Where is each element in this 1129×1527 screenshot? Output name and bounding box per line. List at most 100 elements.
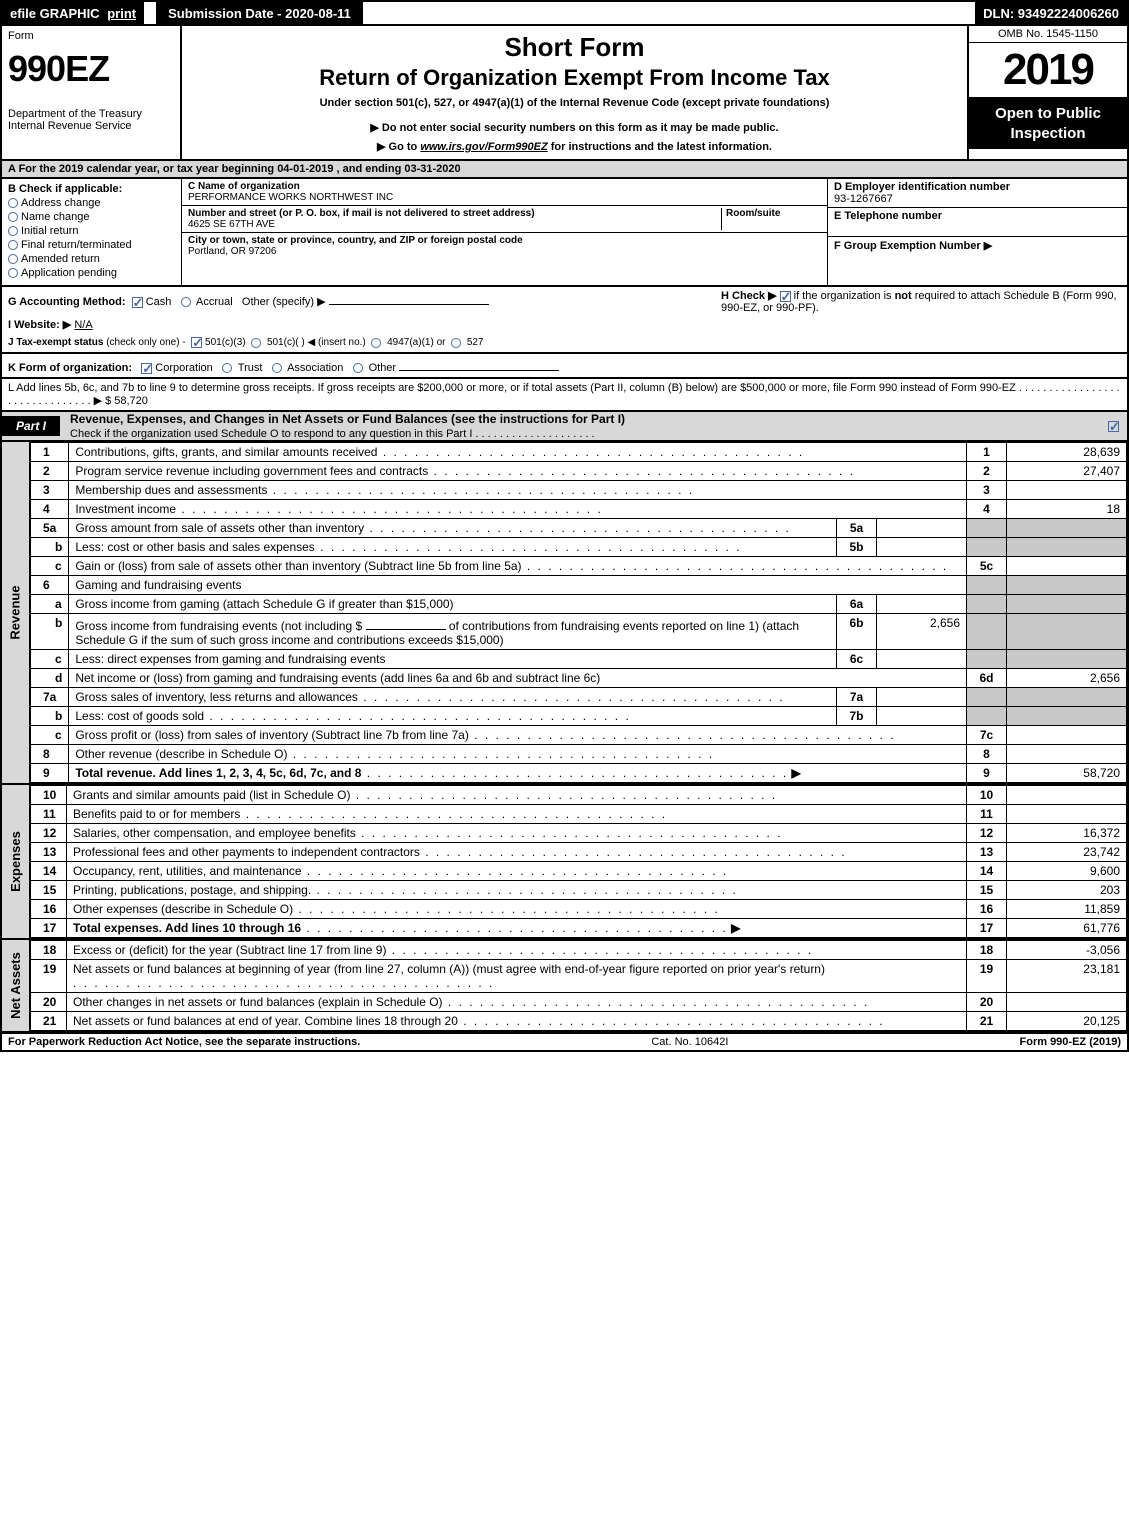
r15-amt: 203 bbox=[1007, 881, 1127, 900]
r11-amt bbox=[1007, 805, 1127, 824]
r6b-amt bbox=[1007, 614, 1127, 650]
r18-desc: Excess or (deficit) for the year (Subtra… bbox=[73, 943, 386, 957]
r7b-desc: Less: cost of goods sold bbox=[75, 709, 204, 723]
part1-label: Part I bbox=[2, 416, 60, 436]
chk-corp[interactable] bbox=[141, 363, 152, 374]
chk-4947[interactable] bbox=[371, 338, 381, 348]
netassets-section: Net Assets 18Excess or (deficit) for the… bbox=[0, 938, 1129, 1033]
chk-501c3[interactable] bbox=[191, 337, 202, 348]
r1-desc: Contributions, gifts, grants, and simila… bbox=[75, 445, 377, 459]
r6c-amt bbox=[1007, 650, 1127, 669]
r6d-amt: 2,656 bbox=[1007, 669, 1127, 688]
section-f: F Group Exemption Number ▶ bbox=[828, 237, 1127, 254]
row-5b: b Less: cost or other basis and sales ex… bbox=[31, 538, 1127, 557]
section-def: D Employer identification number 93-1267… bbox=[827, 179, 1127, 285]
line-h-not: not bbox=[895, 290, 912, 302]
line-l: L Add lines 5b, 6c, and 7b to line 9 to … bbox=[0, 379, 1129, 412]
irs-link[interactable]: www.irs.gov/Form990EZ bbox=[420, 141, 547, 153]
form-number: 990EZ bbox=[8, 48, 174, 90]
line-k: K Form of organization: Corporation Trus… bbox=[0, 354, 1129, 379]
chk-final[interactable]: Final return/terminated bbox=[8, 239, 175, 251]
r18-amt: -3,056 bbox=[1007, 941, 1127, 960]
row-17: 17Total expenses. Add lines 10 through 1… bbox=[31, 919, 1127, 938]
r5c-desc: Gain or (loss) from sale of assets other… bbox=[75, 559, 521, 573]
r11-desc: Benefits paid to or for members bbox=[73, 807, 240, 821]
chk-assoc[interactable] bbox=[272, 363, 282, 373]
r6b-blank[interactable] bbox=[366, 616, 446, 630]
revenue-table: 1 Contributions, gifts, grants, and simi… bbox=[30, 442, 1127, 783]
row-7a: 7a Gross sales of inventory, less return… bbox=[31, 688, 1127, 707]
r6a-num: a bbox=[31, 595, 69, 614]
r12-amt: 16,372 bbox=[1007, 824, 1127, 843]
chk-527[interactable] bbox=[451, 338, 461, 348]
r5c-col: 5c bbox=[967, 557, 1007, 576]
row-6b: b Gross income from fundraising events (… bbox=[31, 614, 1127, 650]
chk-name[interactable]: Name change bbox=[8, 211, 175, 223]
tax-year: 2019 bbox=[969, 43, 1127, 98]
r13-col: 13 bbox=[967, 843, 1007, 862]
r21-col: 21 bbox=[967, 1012, 1007, 1031]
row-8: 8 Other revenue (describe in Schedule O)… bbox=[31, 745, 1127, 764]
chk-trust[interactable] bbox=[222, 363, 232, 373]
expenses-side-label: Expenses bbox=[2, 785, 30, 938]
r6-col bbox=[967, 576, 1007, 595]
section-c: C Name of organization PERFORMANCE WORKS… bbox=[182, 179, 827, 285]
r20-amt bbox=[1007, 993, 1127, 1012]
r5b-col bbox=[967, 538, 1007, 557]
r19-amt: 23,181 bbox=[1007, 960, 1127, 993]
r6b-desc1: Gross income from fundraising events (no… bbox=[75, 619, 362, 633]
line-j-note: (check only one) - bbox=[106, 337, 185, 348]
row-4: 4 Investment income 4 18 bbox=[31, 500, 1127, 519]
chk-cash[interactable] bbox=[132, 297, 143, 308]
row-15: 15Printing, publications, postage, and s… bbox=[31, 881, 1127, 900]
r12-desc: Salaries, other compensation, and employ… bbox=[73, 826, 356, 840]
line-k-label: K Form of organization: bbox=[8, 362, 132, 374]
dept-treasury: Department of the Treasury bbox=[8, 108, 174, 120]
chk-accrual[interactable] bbox=[181, 297, 191, 307]
opt-501c3: 501(c)(3) bbox=[205, 337, 246, 348]
print-link[interactable]: print bbox=[107, 6, 136, 21]
r16-col: 16 bbox=[967, 900, 1007, 919]
row-3: 3 Membership dues and assessments 3 bbox=[31, 481, 1127, 500]
other-org-field[interactable] bbox=[399, 357, 559, 371]
revenue-side-label: Revenue bbox=[2, 442, 30, 783]
r6b-mv: 2,656 bbox=[877, 614, 967, 650]
r6c-mv bbox=[877, 650, 967, 669]
ssn-note: ▶ Do not enter social security numbers o… bbox=[192, 121, 957, 134]
r6d-col: 6d bbox=[967, 669, 1007, 688]
r5a-mc: 5a bbox=[837, 519, 877, 538]
r6c-col bbox=[967, 650, 1007, 669]
r4-desc: Investment income bbox=[75, 502, 176, 516]
r3-num: 3 bbox=[31, 481, 69, 500]
goto-pre: ▶ Go to bbox=[377, 141, 420, 153]
line-h-checkbox[interactable] bbox=[780, 291, 791, 302]
opt-trust: Trust bbox=[238, 362, 263, 374]
opt-4947: 4947(a)(1) or bbox=[387, 337, 445, 348]
row-6: 6 Gaming and fundraising events bbox=[31, 576, 1127, 595]
r14-num: 14 bbox=[31, 862, 67, 881]
chk-other-org[interactable] bbox=[353, 363, 363, 373]
r13-num: 13 bbox=[31, 843, 67, 862]
chk-initial[interactable]: Initial return bbox=[8, 225, 175, 237]
org-name-label: C Name of organization bbox=[188, 181, 821, 192]
chk-501c[interactable] bbox=[251, 338, 261, 348]
subtitle: Under section 501(c), 527, or 4947(a)(1)… bbox=[192, 97, 957, 109]
chk-address[interactable]: Address change bbox=[8, 197, 175, 209]
r4-num: 4 bbox=[31, 500, 69, 519]
chk-pending[interactable]: Application pending bbox=[8, 267, 175, 279]
other-specify-field[interactable] bbox=[329, 291, 489, 305]
r16-num: 16 bbox=[31, 900, 67, 919]
r14-desc: Occupancy, rent, utilities, and maintena… bbox=[73, 864, 302, 878]
r10-desc: Grants and similar amounts paid (list in… bbox=[73, 788, 350, 802]
revenue-section: Revenue 1 Contributions, gifts, grants, … bbox=[0, 442, 1129, 783]
city-value: Portland, OR 97206 bbox=[188, 246, 276, 257]
chk-amended[interactable]: Amended return bbox=[8, 253, 175, 265]
r14-amt: 9,600 bbox=[1007, 862, 1127, 881]
line-h-text: if the organization is bbox=[794, 290, 895, 302]
part1-schedule-o-checkbox[interactable] bbox=[1108, 421, 1119, 432]
r7a-col bbox=[967, 688, 1007, 707]
r8-col: 8 bbox=[967, 745, 1007, 764]
r6a-mc: 6a bbox=[837, 595, 877, 614]
row-5c: c Gain or (loss) from sale of assets oth… bbox=[31, 557, 1127, 576]
r11-col: 11 bbox=[967, 805, 1007, 824]
